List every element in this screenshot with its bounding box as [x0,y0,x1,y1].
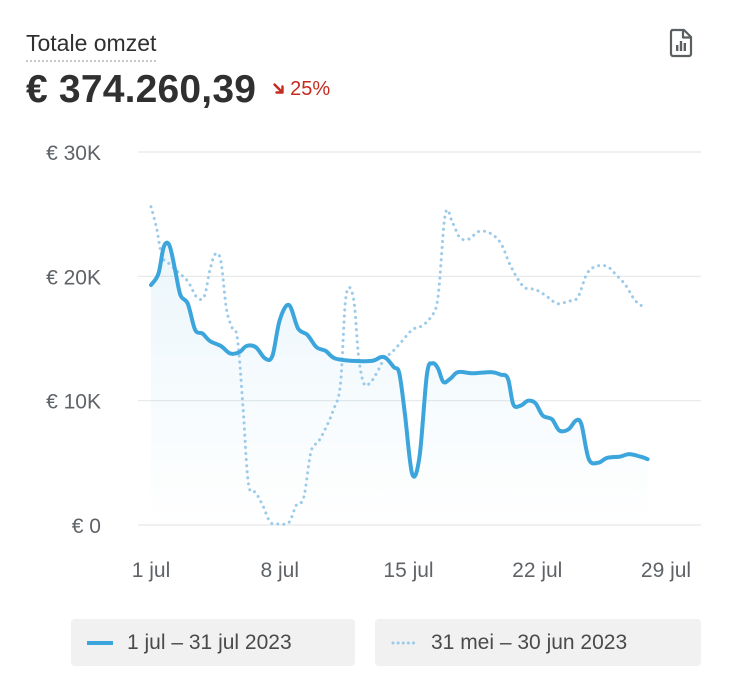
legend-item-current[interactable]: 1 jul – 31 jul 2023 [71,619,355,666]
y-tick-label: € 0 [72,515,101,538]
report-button[interactable] [664,26,698,60]
x-tick-label: 22 jul [512,559,562,582]
legend-label-current: 1 jul – 31 jul 2023 [127,630,292,654]
dotted-line-swatch [391,641,417,644]
change-percent: 25% [290,77,331,100]
x-tick-label: 1 jul [132,559,171,582]
series-previous-line [149,205,644,526]
change-indicator: 25% [272,78,330,101]
line-chart[interactable]: € 0 € 10K € 20K € 30K 1 jul 8 jul 15 jul 22 jul… [0,0,730,600]
total-row: € 374.260,39 25% [26,68,330,112]
y-tick-label: € 10K [46,391,101,414]
x-tick-label: 15 jul [383,559,433,582]
total-value: € 374.260,39 [26,68,257,111]
y-tick-label: € 30K [46,142,101,165]
legend-label-previous: 31 mei – 30 jun 2023 [431,630,628,654]
y-tick-label: € 20K [46,266,101,289]
report-file-icon [669,28,693,58]
x-tick-label: 29 jul [641,559,691,582]
arrow-down-right-icon [273,83,284,94]
series-current-line [149,240,650,479]
x-tick-label: 8 jul [260,559,299,582]
legend-item-previous[interactable]: 31 mei – 30 jun 2023 [375,619,701,666]
chart-title[interactable]: Totale omzet [26,30,157,62]
solid-line-swatch [87,640,113,645]
